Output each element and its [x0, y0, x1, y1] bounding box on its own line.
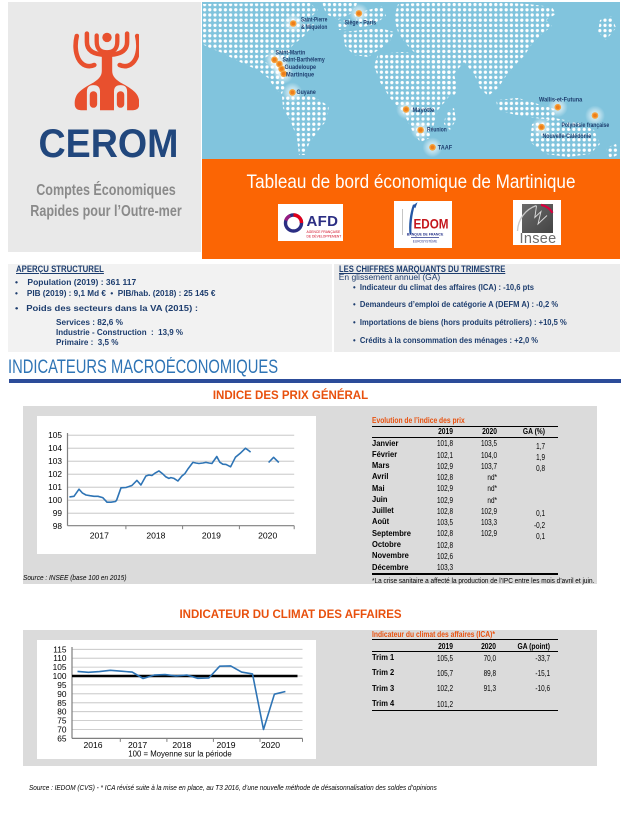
svg-text:102: 102 [48, 469, 62, 479]
svg-text:2018: 2018 [146, 531, 165, 541]
svg-text:& Miquelon: & Miquelon [301, 24, 327, 31]
svg-text:Insee: Insee [520, 231, 557, 245]
svg-text:100: 100 [53, 671, 67, 681]
svg-text:Martinique: Martinique [286, 72, 314, 79]
svg-text:110: 110 [53, 653, 67, 663]
svg-text:100: 100 [48, 495, 62, 505]
svg-text:70: 70 [57, 725, 67, 735]
svg-text:98: 98 [53, 521, 63, 531]
svg-text:101: 101 [48, 482, 62, 492]
svg-text:103: 103 [48, 456, 62, 466]
svg-text:EDOM: EDOM [414, 217, 449, 232]
svg-text:Guadeloupe: Guadeloupe [285, 64, 317, 71]
svg-text:90: 90 [57, 689, 67, 699]
svg-text:Polynésie française: Polynésie française [562, 122, 610, 129]
svg-text:Saint-Pierre: Saint-Pierre [301, 17, 328, 24]
svg-text:2020: 2020 [261, 740, 280, 750]
svg-text:Siège - Paris: Siège - Paris [345, 19, 377, 26]
svg-text:99: 99 [53, 508, 63, 518]
svg-text:Wallis-et-Futuna: Wallis-et-Futuna [539, 97, 583, 104]
svg-text:AFD: AFD [307, 213, 339, 230]
svg-text:Mayotte: Mayotte [413, 107, 435, 114]
svg-text:115: 115 [53, 644, 67, 654]
svg-text:2018: 2018 [172, 740, 191, 750]
svg-text:Saint-Martin: Saint-Martin [276, 49, 306, 56]
svg-text:105: 105 [48, 430, 62, 440]
svg-text:AGENCE FRANÇAISE: AGENCE FRANÇAISE [307, 230, 342, 234]
svg-text:100 = Moyenne sur la période: 100 = Moyenne sur la période [128, 749, 231, 758]
svg-text:105: 105 [53, 662, 67, 672]
svg-text:95: 95 [57, 680, 67, 690]
svg-text:Guyane: Guyane [297, 89, 317, 96]
svg-text:EUROSYSTÈME: EUROSYSTÈME [413, 239, 437, 244]
svg-text:2017: 2017 [128, 740, 147, 750]
svg-text:Réunion: Réunion [427, 127, 447, 134]
svg-text:85: 85 [57, 698, 67, 708]
svg-text:2017: 2017 [90, 531, 109, 541]
svg-text:BANQUE DE FRANCE: BANQUE DE FRANCE [407, 233, 444, 237]
svg-text:75: 75 [57, 716, 67, 726]
svg-text:80: 80 [57, 707, 67, 717]
svg-text:2019: 2019 [202, 531, 221, 541]
svg-text:Saint-Barthélemy: Saint-Barthélemy [283, 56, 325, 63]
svg-text:Nouvelle-Calédonie: Nouvelle-Calédonie [543, 133, 592, 140]
svg-text:2019: 2019 [216, 740, 235, 750]
svg-text:DE DÉVELOPPEMENT: DE DÉVELOPPEMENT [307, 234, 342, 239]
svg-text:65: 65 [57, 733, 67, 743]
svg-text:2016: 2016 [83, 740, 102, 750]
svg-text:104: 104 [48, 443, 62, 453]
svg-text:2020: 2020 [258, 531, 277, 541]
svg-text:TAAF: TAAF [438, 145, 452, 152]
